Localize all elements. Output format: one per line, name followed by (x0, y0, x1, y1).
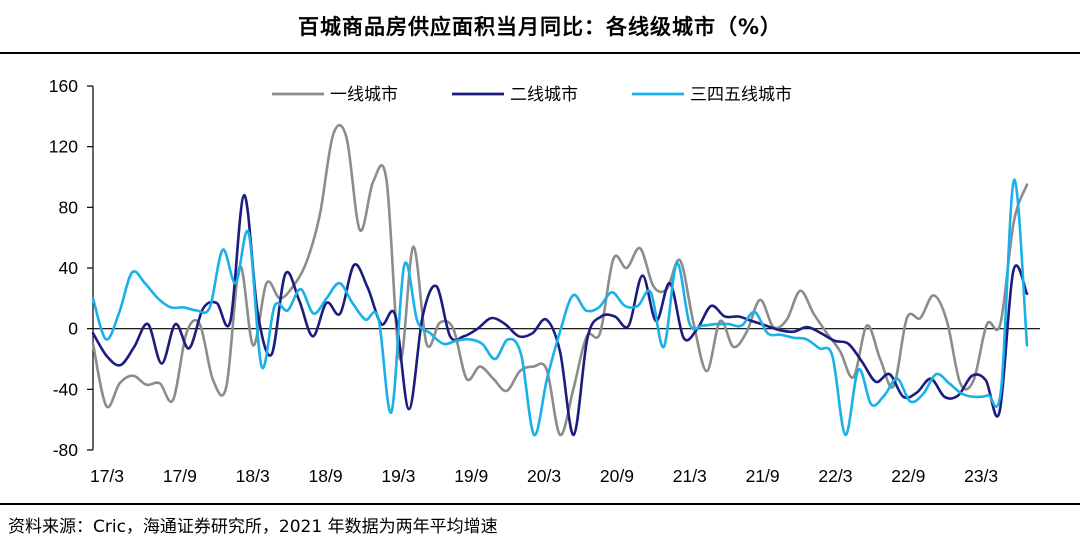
footer-divider (0, 503, 1080, 505)
x-tick-label: 19/3 (381, 466, 415, 486)
title-divider (0, 52, 1080, 54)
legend-label-1: 一线城市 (330, 85, 398, 105)
legend-label-3: 三四五线城市 (690, 85, 792, 105)
x-tick-label: 18/9 (309, 466, 343, 486)
series-line-2 (91, 193, 1029, 437)
x-tick-label: 22/3 (818, 466, 852, 486)
y-tick-label: 160 (49, 76, 78, 96)
series-line-1 (91, 123, 1029, 437)
chart-title: 百城商品房供应面积当月同比：各线级城市（%） (297, 15, 783, 39)
y-tick-label: 80 (59, 197, 79, 217)
x-tick-label: 18/3 (236, 466, 270, 486)
x-tick-label: 21/9 (746, 466, 780, 486)
source-note: 资料来源：Cric，海通证券研究所，2021 年数据为两年平均增速 (8, 517, 498, 537)
x-tick-label: 21/3 (673, 466, 707, 486)
y-tick-label: 40 (59, 258, 79, 278)
x-tick-label: 22/9 (891, 466, 925, 486)
y-tick-label: 0 (68, 319, 78, 339)
legend-label-2: 二线城市 (510, 85, 578, 105)
y-tick-label: -80 (53, 440, 79, 460)
y-tick-label: -40 (53, 379, 79, 399)
x-tick-label: 20/3 (527, 466, 561, 486)
y-tick-label: 120 (49, 137, 78, 157)
line-chart: -80 -40 0 40 80 120 160 17/3 17/9 18/3 18/9 19/3 19/… (49, 76, 1040, 486)
series-line-3 (91, 178, 1029, 437)
x-tick-label: 17/3 (90, 466, 124, 486)
x-tick-label: 17/9 (163, 466, 197, 486)
x-tick-label: 20/9 (600, 466, 634, 486)
x-tick-label: 19/9 (454, 466, 488, 486)
x-tick-label: 23/3 (964, 466, 998, 486)
